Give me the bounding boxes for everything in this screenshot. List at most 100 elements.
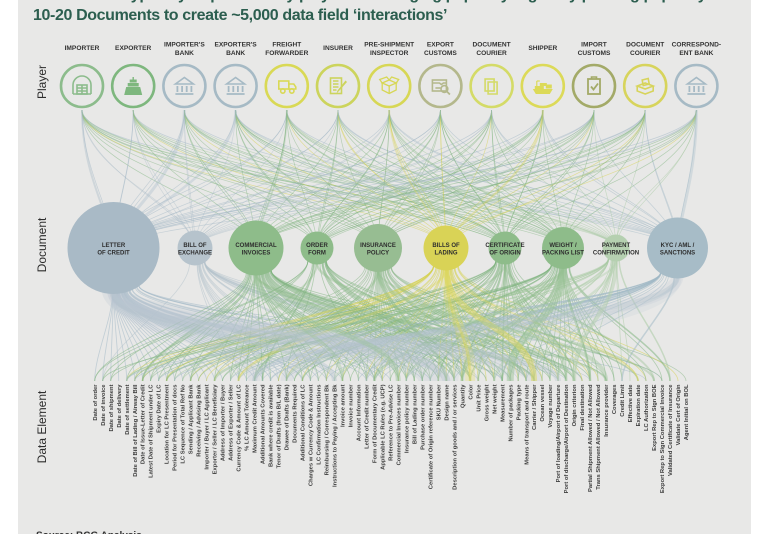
svg-text:Carrier / Shipper: Carrier / Shipper <box>532 384 538 430</box>
svg-text:IMPORTER: IMPORTER <box>65 45 100 52</box>
svg-text:CORRESPOND-: CORRESPOND- <box>672 42 721 49</box>
svg-text:Certificate of Origin referenc: Certificate of Origin reference number <box>428 384 434 489</box>
svg-text:Effective date: Effective date <box>628 384 634 422</box>
svg-text:Description of goods and / or: Description of goods and / or services <box>452 385 458 490</box>
svg-text:Reference to Pre-Advise LC: Reference to Pre-Advise LC <box>388 384 394 461</box>
svg-text:WEIGHT /: WEIGHT / <box>549 243 577 249</box>
svg-text:Design name: Design name <box>444 384 450 421</box>
svg-text:PRE-SHIPMENT: PRE-SHIPMENT <box>364 42 414 49</box>
svg-text:Source: BCG Analysis: Source: BCG Analysis <box>36 531 142 534</box>
svg-text:Bill of Lading number: Bill of Lading number <box>412 384 418 444</box>
svg-text:IMPORT: IMPORT <box>581 42 607 49</box>
svg-text:Documents Required: Documents Required <box>293 384 299 443</box>
svg-text:CONFIRMATION: CONFIRMATION <box>593 251 639 257</box>
svg-text:Date of shipment: Date of shipment <box>109 384 115 431</box>
svg-text:% LC Amount Tolerance: % LC Amount Tolerance <box>245 384 251 451</box>
svg-text:Instructions to Paying / Accep: Instructions to Paying / Accepting Bk <box>333 384 339 487</box>
svg-text:IMPORTER'S: IMPORTER'S <box>164 42 205 49</box>
svg-text:10-20 Documents to create ~5,0: 10-20 Documents to create ~5,000 data fi… <box>33 7 447 24</box>
svg-text:PACKING LIST: PACKING LIST <box>542 251 584 257</box>
svg-text:EXPORTER'S: EXPORTER'S <box>214 42 257 49</box>
svg-text:Document: Document <box>35 217 49 272</box>
svg-text:COURIER: COURIER <box>630 50 661 57</box>
svg-text:Player: Player <box>35 65 49 99</box>
svg-text:SKU Number: SKU Number <box>436 384 442 420</box>
svg-text:CUSTOMS: CUSTOMS <box>424 50 457 57</box>
svg-text:FREIGHT: FREIGHT <box>272 42 301 49</box>
svg-text:Location for LC Presentment: Location for LC Presentment <box>165 384 171 464</box>
svg-text:Port of discharge/Airport of D: Port of discharge/Airport of Destination <box>564 384 570 493</box>
svg-text:Applicable LC Rules (e.g. UCP): Applicable LC Rules (e.g. UCP) <box>380 384 386 469</box>
svg-text:KYC / AML /: KYC / AML / <box>661 243 695 249</box>
svg-text:LETTER: LETTER <box>102 243 126 249</box>
svg-text:LADING: LADING <box>435 251 458 257</box>
svg-text:LC Confirmation Instructions: LC Confirmation Instructions <box>317 385 323 465</box>
svg-text:EXPORT: EXPORT <box>427 42 454 49</box>
svg-text:Port of loading/Airport of Dep: Port of loading/Airport of Departure <box>556 384 562 483</box>
svg-text:DOCUMENT: DOCUMENT <box>473 42 511 49</box>
svg-text:FORM: FORM <box>308 251 326 257</box>
svg-text:SHIPPER: SHIPPER <box>528 45 557 52</box>
svg-text:INSURER: INSURER <box>323 45 353 52</box>
svg-text:INVOICES: INVOICES <box>242 251 271 257</box>
svg-text:OF ORIGIN: OF ORIGIN <box>489 251 520 257</box>
svg-text:Packing type: Packing type <box>516 384 522 421</box>
svg-text:Latest Date of Shipment under: Latest Date of Shipment under LC <box>149 384 155 478</box>
svg-text:Invoice number: Invoice number <box>349 384 355 428</box>
svg-text:Credit Limit: Credit Limit <box>620 384 626 416</box>
svg-text:Expiration date: Expiration date <box>636 384 642 427</box>
svg-text:Date of delivery: Date of delivery <box>117 384 123 428</box>
svg-text:Additional Conditions of LC: Additional Conditions of LC <box>301 384 307 461</box>
svg-text:Export Rep to Sign Commercial: Export Rep to Sign Commercial Invoice <box>660 384 666 493</box>
svg-text:Number of packages: Number of packages <box>508 385 514 442</box>
svg-text:Tenor of Drafts (from B/L date: Tenor of Drafts (from B/L date) <box>277 384 283 468</box>
svg-text:Validated Certificate of Insur: Validated Certificate of Insurance <box>668 384 674 476</box>
svg-text:Global trade typically require: Global trade typically requires many pla… <box>33 0 707 3</box>
svg-text:EXPORTER: EXPORTER <box>115 45 152 52</box>
svg-text:Origin criterion: Origin criterion <box>572 384 578 426</box>
svg-text:ORDER: ORDER <box>306 243 328 249</box>
svg-text:Gross weight: Gross weight <box>484 384 490 421</box>
svg-text:Address of Exporter / Seller: Address of Exporter / Seller <box>229 384 235 461</box>
svg-text:INSURANCE: INSURANCE <box>360 243 396 249</box>
svg-text:Invoice amount: Invoice amount <box>341 384 347 427</box>
svg-text:EXCHANGE: EXCHANGE <box>178 251 212 257</box>
svg-text:Exporter / Seller / LC Benefic: Exporter / Seller / LC Beneficiary <box>213 384 219 475</box>
svg-text:Insurance policy number: Insurance policy number <box>404 384 410 453</box>
svg-text:Form of Documentary Credit: Form of Documentary Credit <box>373 384 379 463</box>
svg-text:Importer / Buyer / LC Applican: Importer / Buyer / LC Applicant <box>205 384 211 469</box>
svg-text:Date of settlement: Date of settlement <box>125 384 131 434</box>
svg-text:CERTIFICATE: CERTIFICATE <box>485 243 524 249</box>
svg-text:Date of Issue-Letter of Credit: Date of Issue-Letter of Credit <box>141 384 147 464</box>
svg-text:Purchase order number: Purchase order number <box>420 384 426 450</box>
svg-text:LC Sequence of Total Ref No: LC Sequence of Total Ref No <box>181 384 187 464</box>
svg-text:Maximum Credit Amount: Maximum Credit Amount <box>253 384 259 452</box>
svg-text:Voyage number: Voyage number <box>548 384 554 428</box>
svg-text:INSPECTOR: INSPECTOR <box>370 50 409 57</box>
svg-text:COMMERCIAL: COMMERCIAL <box>235 243 277 249</box>
svg-text:Ocean vessel: Ocean vessel <box>540 384 546 421</box>
svg-text:Period for Presentation of doc: Period for Presentation of docs <box>173 385 179 471</box>
svg-text:SANCTIONS: SANCTIONS <box>660 251 695 257</box>
svg-text:Address of Importer / Buyer: Address of Importer / Buyer <box>221 384 227 461</box>
svg-text:Date of Bill of Lading / Airwa: Date of Bill of Lading / Airway Bill <box>133 384 139 477</box>
svg-text:Trans Shipment Allowed / Not A: Trans Shipment Allowed / Not Allowed <box>596 384 602 490</box>
svg-text:PAYMENT: PAYMENT <box>602 243 631 249</box>
svg-text:Commercial Invoices number: Commercial Invoices number <box>396 384 402 466</box>
svg-text:DOCUMENT: DOCUMENT <box>626 42 664 49</box>
svg-text:Agent Initial on BOL: Agent Initial on BOL <box>684 384 690 440</box>
svg-text:Bank where credit is available: Bank where credit is available <box>269 384 275 467</box>
svg-text:Final destination: Final destination <box>580 384 586 431</box>
svg-text:Means of transport and route: Means of transport and route <box>524 384 530 465</box>
svg-text:Data Element: Data Element <box>35 390 49 463</box>
svg-text:Insurance provider: Insurance provider <box>604 384 610 437</box>
svg-text:Charges w Currency Code & Amou: Charges w Currency Code & Amount <box>309 384 315 486</box>
svg-text:CUSTOMS: CUSTOMS <box>578 50 611 57</box>
svg-text:ENT BANK: ENT BANK <box>679 50 713 57</box>
svg-text:Color: Color <box>468 384 474 400</box>
svg-text:POLICY: POLICY <box>367 251 389 257</box>
svg-text:Drawee of Drafts (Bank): Drawee of Drafts (Bank) <box>285 384 291 450</box>
svg-text:Net weight: Net weight <box>492 384 498 413</box>
svg-text:Measurement: Measurement <box>500 384 506 421</box>
svg-text:Sending / Applicant Bank: Sending / Applicant Bank <box>189 384 195 454</box>
